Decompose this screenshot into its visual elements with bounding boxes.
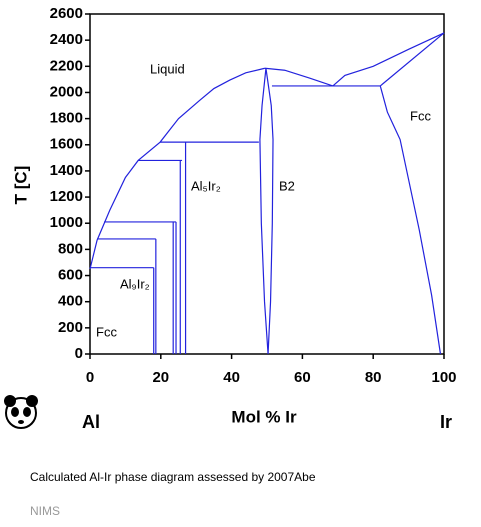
phase-boundary — [332, 32, 445, 87]
y-tick-label: 2200 — [50, 57, 83, 74]
phase-boundary — [264, 67, 334, 87]
y-tick-label: 2400 — [50, 31, 83, 48]
x-axis-label: Mol % Ir — [231, 407, 297, 426]
y-tick-label: 800 — [58, 240, 83, 257]
right-element: Ir — [440, 412, 452, 432]
phase-label: Liquid — [150, 61, 185, 76]
phase-label: B2 — [279, 178, 295, 193]
y-tick-label: 200 — [58, 319, 83, 336]
x-tick-label: 60 — [294, 369, 311, 386]
y-tick-label: 1400 — [50, 162, 83, 179]
y-tick-label: 1200 — [50, 188, 83, 205]
x-tick-label: 20 — [152, 369, 169, 386]
x-tick-label: 80 — [365, 369, 382, 386]
x-tick-label: 100 — [431, 369, 456, 386]
y-axis-label: T [C] — [11, 166, 30, 205]
y-tick-label: 2600 — [50, 5, 83, 22]
phase-boundary — [265, 68, 274, 355]
caption: Calculated Al-Ir phase diagram assessed … — [30, 470, 316, 484]
phase-boundary — [259, 68, 269, 355]
y-tick-label: 0 — [75, 345, 83, 362]
phase-label: Fcc — [96, 324, 117, 339]
x-tick-label: 40 — [223, 369, 240, 386]
y-tick-label: 1800 — [50, 110, 83, 127]
y-tick-label: 2000 — [50, 83, 83, 100]
phase-boundary — [89, 67, 266, 270]
x-tick-label: 0 — [86, 369, 94, 386]
source: NIMS — [30, 504, 60, 518]
panda-icon — [4, 395, 38, 429]
phase-boundary — [379, 32, 445, 87]
phase-boundary — [379, 85, 442, 355]
phase-label: Al₉Ir₂ — [120, 276, 150, 291]
phase-label: Al₅Ir₂ — [191, 178, 221, 193]
y-tick-label: 400 — [58, 293, 83, 310]
phase-label: Fcc — [410, 108, 431, 123]
plot-frame — [89, 13, 445, 355]
y-tick-label: 1600 — [50, 136, 83, 153]
left-element: Al — [82, 412, 100, 432]
y-tick-label: 600 — [58, 267, 83, 284]
y-tick-label: 1000 — [50, 214, 83, 231]
